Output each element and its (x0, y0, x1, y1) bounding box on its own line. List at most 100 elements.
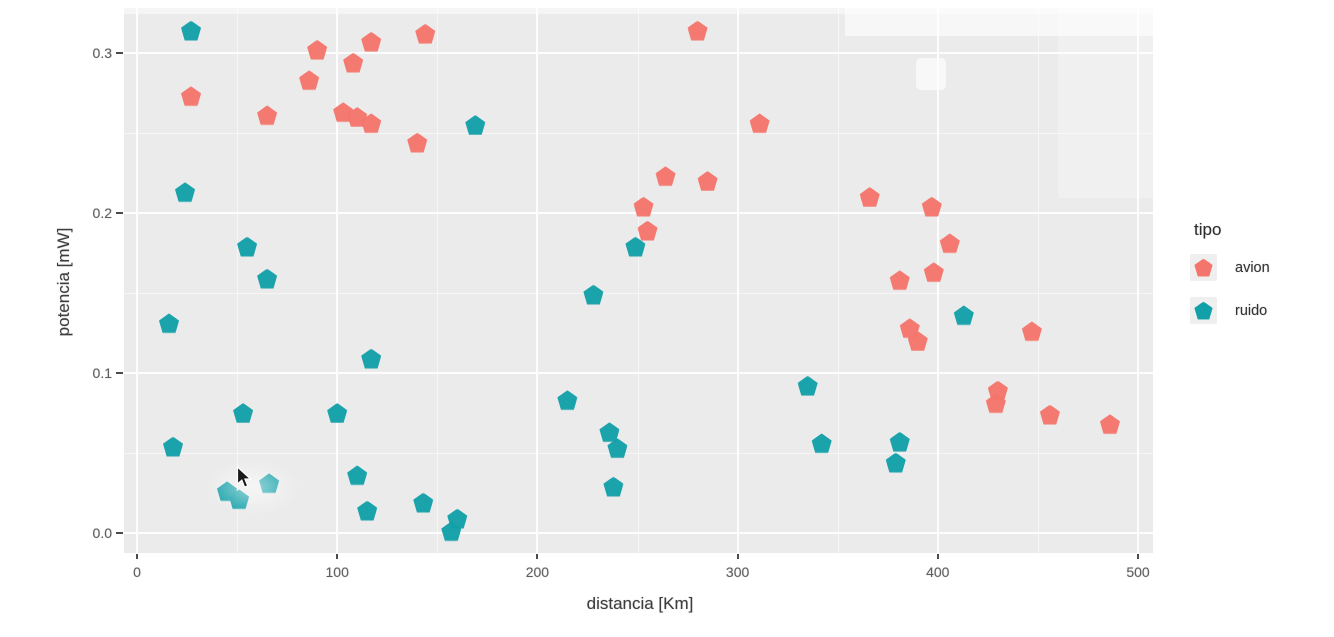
data-point-avion (939, 233, 960, 254)
data-point-avion (655, 166, 676, 187)
y-tick-label: 0.2 (92, 205, 112, 221)
major-gridline-vertical (1137, 8, 1139, 553)
y-tick-mark (116, 212, 123, 214)
data-point-avion (697, 171, 718, 191)
data-point-avion (361, 113, 382, 134)
data-point-ruido (599, 422, 620, 443)
minor-gridline-vertical (437, 8, 439, 553)
x-tick-mark (1137, 554, 1139, 559)
x-tick-mark (136, 554, 138, 559)
plot-panel (124, 8, 1153, 553)
minor-gridline-vertical (637, 8, 639, 553)
legend-items: avion ruido (1190, 254, 1270, 324)
legend-item-avion: avion (1190, 254, 1270, 281)
x-tick-label: 400 (926, 564, 950, 580)
x-tick-label: 200 (525, 564, 550, 580)
data-point-ruido (259, 473, 280, 494)
y-tick-label: 0.1 (92, 365, 112, 381)
major-gridline-vertical (736, 8, 739, 553)
x-axis-title: distancia [Km] (586, 594, 694, 613)
legend-item-ruido: ruido (1190, 297, 1270, 324)
data-point-ruido (174, 182, 196, 203)
legend-key (1190, 297, 1217, 324)
minor-gridline-horizontal (124, 453, 1153, 454)
y-axis-title: potencia [mW] (54, 227, 73, 337)
data-point-ruido (237, 236, 258, 257)
data-point-ruido (797, 375, 818, 396)
data-point-ruido (625, 236, 646, 257)
data-point-ruido (811, 433, 832, 454)
data-point-avion (749, 113, 770, 134)
x-tick-mark (736, 554, 739, 559)
x-tick-label: 300 (725, 564, 750, 580)
data-point-avion (1099, 414, 1121, 435)
major-gridline-vertical (136, 8, 138, 553)
x-tick-mark (536, 554, 539, 559)
data-point-ruido (327, 403, 348, 423)
minor-gridline-vertical (1037, 8, 1039, 553)
legend-item-label: avion (1235, 259, 1270, 276)
minor-gridline-horizontal (124, 293, 1153, 294)
data-point-avion (985, 393, 1006, 414)
data-point-avion (361, 31, 382, 52)
y-tick-mark (116, 52, 123, 54)
major-gridline-horizontal (124, 372, 1153, 374)
major-gridline-vertical (536, 8, 539, 553)
data-point-ruido (465, 115, 486, 135)
data-point-ruido (361, 348, 382, 369)
data-point-ruido (607, 438, 628, 459)
data-point-ruido (162, 436, 184, 457)
data-point-ruido (233, 403, 254, 423)
data-point-avion (859, 187, 880, 207)
data-point-avion (923, 262, 944, 283)
data-point-ruido (583, 284, 604, 305)
legend-swatch-pentagon-icon (1194, 301, 1213, 320)
data-point-ruido (158, 313, 180, 334)
major-gridline-horizontal (124, 532, 1153, 534)
data-point-avion (1039, 404, 1060, 425)
data-point-avion (907, 331, 928, 351)
legend-key (1190, 254, 1217, 281)
data-point-ruido (953, 305, 974, 326)
y-tick-mark (116, 372, 123, 374)
data-point-ruido (441, 521, 462, 542)
legend-swatch-pentagon-icon (1194, 258, 1213, 277)
major-gridline-horizontal (124, 52, 1153, 54)
data-point-ruido (557, 390, 578, 411)
data-point-avion (921, 196, 942, 217)
data-point-ruido (347, 465, 368, 486)
legend: tipo avion ruido (1190, 220, 1270, 340)
y-tick-label: 0.3 (92, 45, 112, 61)
y-tick-label: 0.0 (92, 525, 112, 541)
data-point-ruido (180, 20, 202, 41)
data-point-avion (343, 52, 364, 73)
minor-gridline-vertical (237, 8, 239, 553)
data-point-avion (415, 23, 436, 44)
data-point-avion (299, 70, 320, 91)
data-point-ruido (603, 476, 624, 497)
data-point-avion (407, 132, 428, 153)
legend-item-label: ruido (1235, 302, 1268, 319)
x-tick-label: 500 (1126, 564, 1150, 580)
data-point-avion (637, 220, 658, 241)
x-tick-mark (336, 554, 339, 559)
data-point-avion (687, 20, 708, 41)
data-point-ruido (413, 492, 434, 513)
mouse-cursor-icon (236, 466, 252, 489)
data-point-ruido (257, 268, 278, 289)
major-gridline-vertical (336, 8, 339, 553)
data-point-ruido (885, 452, 906, 473)
x-tick-mark (936, 554, 939, 559)
legend-title: tipo (1194, 220, 1222, 239)
data-point-avion (307, 39, 328, 60)
data-point-avion (633, 196, 654, 217)
y-tick-mark (116, 532, 123, 534)
data-point-ruido (357, 500, 378, 521)
minor-gridline-vertical (837, 8, 839, 553)
data-point-ruido (889, 431, 910, 452)
data-point-avion (1021, 321, 1042, 342)
data-point-avion (257, 105, 278, 126)
data-point-avion (889, 270, 910, 291)
x-tick-label: 0 (133, 564, 141, 580)
